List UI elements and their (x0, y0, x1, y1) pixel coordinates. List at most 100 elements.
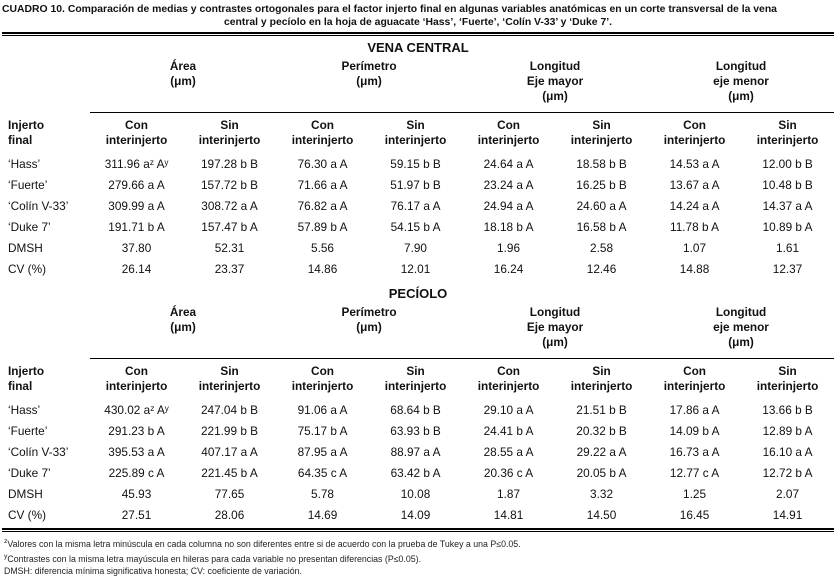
group-header-perimetro: Perímetro (μm) (276, 303, 463, 360)
footnote-abreviaturas: DMSH: diferencia mínima significativa ho… (4, 566, 834, 578)
table-cell: 57.89 b A (297, 219, 348, 234)
group-header-longitud-eje-menor: Longitud eje menor (μm) (648, 303, 835, 360)
table-cell: 76.82 a A (297, 198, 348, 213)
table-cell: 13.67 a A (669, 177, 720, 192)
table-cell: 14.86 (307, 261, 338, 276)
footnote-tukey: zValores con la misma letra minúscula en… (4, 536, 834, 551)
table-cell: 24.60 a A (576, 198, 627, 213)
table-cell: 13.66 b B (762, 402, 813, 417)
table-cell: 2.58 (590, 240, 614, 255)
table-row-cv: CV (%) 27.51 28.06 14.69 14.09 14.81 14.… (2, 504, 834, 525)
table-row-duke-7: ‘Duke 7’ 225.89 c A 221.45 b A 64.35 c A… (2, 462, 834, 483)
table-cell: 76.30 a A (297, 156, 348, 171)
vena-central-body: ‘Hass’ 311.96 aᶻ Aʸ 197.28 b B 76.30 a A… (2, 153, 834, 279)
table-cell: 23.37 (214, 261, 245, 276)
sub-header-con-interinjerto: Con interinjerto (291, 118, 354, 147)
table-row-hass: ‘Hass’ 430.02 aᶻ Aʸ 247.04 b B 91.06 a A… (2, 399, 834, 420)
sub-header-con-interinjerto: Con interinjerto (477, 364, 540, 393)
sub-header-con-interinjerto: Con interinjerto (663, 118, 726, 147)
footnote-text: Contrastes con la misma letra mayúscula … (7, 553, 422, 564)
table-cell: 10.48 b B (762, 177, 813, 192)
row-label: ‘Hass’ (8, 402, 41, 417)
group-header-row: Área (μm) Perímetro (μm) Longitud Eje ma… (2, 303, 835, 360)
table-cell: 14.09 (400, 507, 431, 522)
table-cell: 77.65 (214, 486, 245, 501)
table-cell: 21.51 b B (576, 402, 627, 417)
table-cell: 247.04 b B (200, 402, 259, 417)
table-cell: 11.78 b A (670, 219, 720, 234)
table-cell: 14.09 b A (669, 423, 720, 438)
table-row-fuerte: ‘Fuerte’ 291.23 b A 221.99 b B 75.17 b A… (2, 420, 834, 441)
table-cell: 18.58 b B (576, 156, 627, 171)
table-cell: 157.72 b B (200, 177, 259, 192)
peciolo-table: Área (μm) Perímetro (μm) Longitud Eje ma… (2, 303, 835, 525)
sub-header-sin-interinjerto: Sin interinjerto (570, 118, 633, 147)
table-cell: 225.89 c A (108, 465, 165, 480)
table-row-hass: ‘Hass’ 311.96 aᶻ Aʸ 197.28 b B 76.30 a A… (2, 153, 834, 174)
table-cell: 20.32 b B (576, 423, 627, 438)
table-cell: 221.45 b A (201, 465, 258, 480)
table-cell: 1.25 (683, 486, 707, 501)
table-cell: 63.93 b B (390, 423, 441, 438)
table-row-dmsh: DMSH 45.93 77.65 5.78 10.08 1.87 3.32 1.… (2, 483, 834, 504)
table-cell: 157.47 b A (201, 219, 258, 234)
sub-header-con-interinjerto: Con interinjerto (105, 364, 168, 393)
caption-line-2: central y pecíolo en la hoja de aguacate… (223, 16, 613, 28)
footnote-contrastes: yContrastes con la misma letra mayúscula… (4, 551, 834, 566)
sub-header-con-interinjerto: Con interinjerto (477, 118, 540, 147)
table-cell: 52.31 (214, 240, 245, 255)
table-cell: 20.36 c A (483, 465, 534, 480)
table-cell: 14.24 a A (669, 198, 720, 213)
row-header-injerto-final: Injerto final (8, 118, 45, 147)
table-row-duke-7: ‘Duke 7’ 191.71 b A 157.47 b A 57.89 b A… (2, 216, 834, 237)
table-cell: 29.10 a A (483, 402, 534, 417)
sub-header-con-interinjerto: Con interinjerto (663, 364, 726, 393)
table-cell: 28.55 a A (483, 444, 534, 459)
table-cell: 14.53 a A (669, 156, 720, 171)
vena-central-header: Área (μm) Perímetro (μm) Longitud Eje ma… (2, 57, 835, 154)
table-cell: 63.42 b A (390, 465, 441, 480)
table-cell: 221.99 b B (200, 423, 259, 438)
table-cell: 1.07 (683, 240, 707, 255)
table-cell: 5.56 (311, 240, 334, 255)
table-cell: 16.10 a A (762, 444, 813, 459)
table-cell: 23.24 a A (483, 177, 534, 192)
table-cell: 12.72 b A (762, 465, 813, 480)
table-cell: 14.69 (307, 507, 338, 522)
row-label: ‘Colín V-33’ (8, 198, 69, 213)
table-cell: 88.97 a A (390, 444, 441, 459)
table-cell: 20.05 b A (576, 465, 627, 480)
table-cell: 14.88 (679, 261, 710, 276)
table-cell: 87.95 a A (297, 444, 348, 459)
row-label: ‘Hass’ (8, 156, 41, 171)
table-cell: 291.23 b A (108, 423, 165, 438)
table-cell: 37.80 (121, 240, 152, 255)
group-header-longitud-eje-mayor: Longitud Eje mayor (μm) (462, 57, 649, 114)
table-cell: 12.89 b A (762, 423, 813, 438)
table-cell: 197.28 b B (200, 156, 259, 171)
row-label: DMSH (8, 240, 43, 255)
table-cell: 51.97 b B (390, 177, 441, 192)
table-cell: 16.25 b B (576, 177, 627, 192)
table-cell: 24.64 a A (483, 156, 534, 171)
table-cell: 12.00 b B (762, 156, 813, 171)
table-row-colin-v33: ‘Colín V-33’ 309.99 a A 308.72 a A 76.82… (2, 195, 834, 216)
table-row-colin-v33: ‘Colín V-33’ 395.53 a A 407.17 a A 87.95… (2, 441, 834, 462)
table-cell: 14.50 (586, 507, 617, 522)
table-cell: 54.15 b A (390, 219, 441, 234)
row-label: CV (%) (8, 507, 47, 522)
table-cell: 5.78 (311, 486, 334, 501)
sub-header-con-interinjerto: Con interinjerto (291, 364, 354, 393)
table-cell: 14.91 (772, 507, 803, 522)
table-cell: 7.90 (404, 240, 427, 255)
table-bottom-rule (2, 528, 834, 533)
group-header-area: Área (μm) (90, 303, 277, 360)
table-cell: 17.86 a A (669, 402, 720, 417)
table-cell: 1.61 (776, 240, 800, 255)
table-cell: 16.73 a A (669, 444, 720, 459)
table-cell: 28.06 (214, 507, 245, 522)
table-cell: 29.22 a A (576, 444, 627, 459)
sub-header-row: Injerto final Con interinjerto Sin inter… (2, 113, 834, 154)
sub-header-con-interinjerto: Con interinjerto (105, 118, 168, 147)
table-cell: 2.07 (776, 486, 800, 501)
